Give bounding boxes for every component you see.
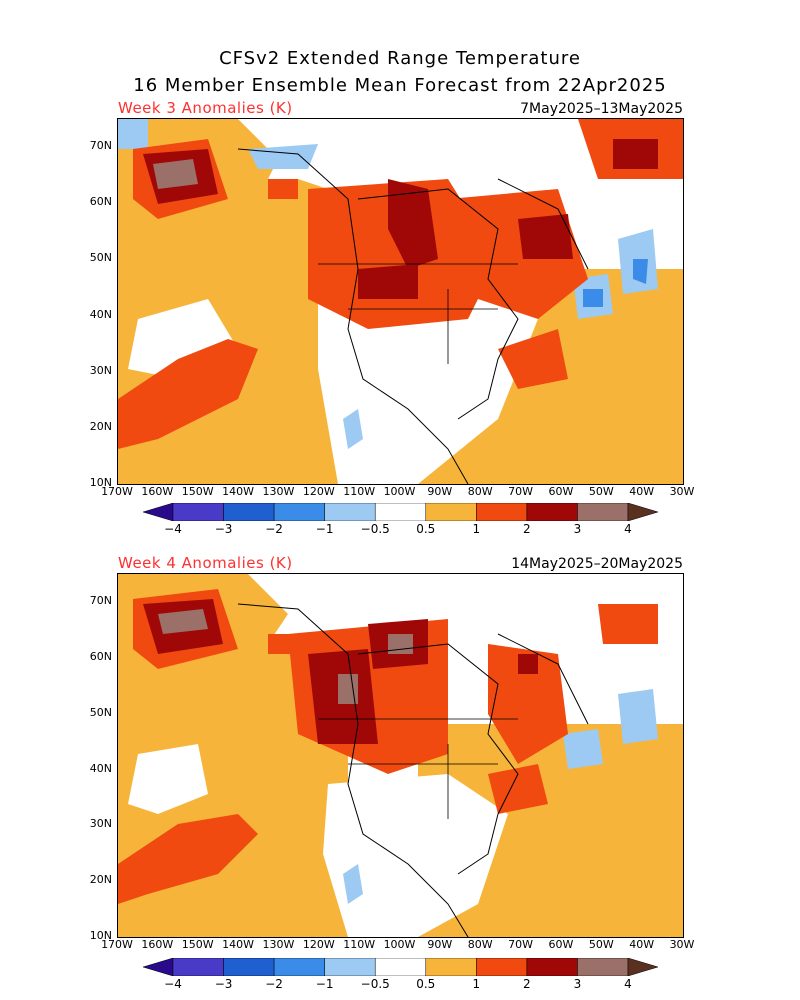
colorbar-segment	[476, 503, 528, 521]
lon-label: 80W	[467, 938, 493, 951]
colorbar-label: −1	[315, 977, 334, 991]
week3-dates: 7May2025–13May2025	[520, 101, 683, 117]
week4-map	[117, 573, 684, 938]
lon-label: 40W	[629, 485, 655, 498]
lat-label: 30N	[89, 817, 112, 831]
colorbar-segment	[425, 503, 477, 521]
lon-label: 160W	[141, 938, 174, 951]
week3-label: Week 3 Anomalies (K)	[118, 99, 293, 117]
colorbar-segment	[273, 958, 325, 976]
lon-label: 160W	[141, 485, 174, 498]
colorbar-label: −2	[265, 522, 283, 536]
colorbar-label: 3	[573, 977, 582, 991]
colorbar-segment	[223, 503, 275, 521]
colorbar-label: 2	[523, 522, 531, 536]
colorbar-segment	[577, 503, 629, 521]
colorbar-label: −3	[214, 977, 233, 991]
lon-label: 100W	[383, 485, 416, 498]
colorbar-label: 4	[624, 977, 632, 991]
lon-label: 110W	[343, 485, 376, 498]
colorbar-segment	[374, 958, 427, 976]
lon-label: 70W	[508, 938, 533, 951]
week4-dates: 14May2025–20May2025	[511, 556, 683, 572]
colorbar-segment	[172, 958, 224, 976]
colorbar-label: −0.5	[360, 522, 390, 536]
lat-label: 70N	[89, 139, 112, 152]
colorbar-label: 2	[523, 977, 531, 991]
lat-label: 40N	[89, 307, 112, 321]
colorbar-label: 3	[573, 522, 582, 536]
lon-label: 60W	[548, 485, 574, 498]
lon-label: 140W	[222, 938, 254, 951]
colorbar-label: 0.5	[416, 977, 436, 991]
week3-map	[117, 118, 684, 485]
lon-label: 170W	[101, 938, 133, 951]
lon-label: 120W	[302, 938, 335, 951]
lon-label: 130W	[262, 485, 295, 498]
colorbar-label: 1	[472, 522, 481, 536]
lon-label: 150W	[181, 485, 214, 498]
lon-label: 90W	[427, 485, 453, 498]
lon-label: 150W	[181, 938, 214, 951]
lon-label: 40W	[629, 938, 655, 951]
colorbar-label: −0.5	[360, 977, 390, 991]
lon-label: 60W	[548, 938, 574, 951]
colorbar-segment	[577, 958, 629, 976]
lat-label: 50N	[89, 705, 112, 719]
lon-label: 120W	[302, 485, 335, 498]
colorbar-segment	[172, 503, 224, 521]
colorbar-label: −2	[265, 977, 283, 991]
lon-label: 50W	[588, 485, 614, 498]
colorbar-segment	[476, 958, 528, 976]
colorbar-label: 1	[472, 977, 481, 991]
colorbar-segment	[425, 958, 477, 976]
lat-label: 10N	[89, 929, 112, 942]
lat-label: 10N	[89, 476, 112, 489]
lon-label: 90W	[427, 938, 453, 951]
week4-label: Week 4 Anomalies (K)	[118, 554, 293, 572]
lat-label: 60N	[89, 195, 112, 209]
colorbar-segment	[374, 503, 427, 521]
colorbar-segment	[526, 503, 578, 521]
colorbar-segment	[324, 503, 376, 521]
lat-label: 40N	[89, 761, 112, 775]
lon-label: 170W	[101, 485, 133, 498]
lon-label: 50W	[588, 938, 614, 951]
title-line-1: CFSv2 Extended Range Temperature	[219, 48, 581, 69]
lon-label: 140W	[222, 485, 254, 498]
lon-label: 110W	[343, 938, 376, 951]
lon-label: 100W	[383, 938, 416, 951]
colorbar-segment	[143, 958, 174, 976]
lat-label: 70N	[89, 594, 112, 607]
lat-label: 60N	[89, 649, 112, 663]
colorbar-segment	[627, 958, 658, 976]
colorbar-label: 4	[624, 522, 632, 536]
colorbar-week3	[143, 503, 658, 521]
colorbar-label: −3	[214, 522, 233, 536]
lon-label: 80W	[467, 485, 493, 498]
lat-label: 50N	[89, 251, 112, 265]
lon-label: 70W	[508, 485, 533, 498]
colorbar-label: −4	[164, 977, 182, 991]
lon-label: 30W	[669, 485, 695, 498]
colorbar-label: 0.5	[416, 522, 436, 536]
colorbar-segment	[143, 503, 174, 521]
lat-label: 30N	[89, 363, 112, 377]
colorbar-label: −4	[164, 522, 182, 536]
lon-label: 130W	[262, 938, 295, 951]
colorbar-segment	[526, 958, 578, 976]
colorbar-segment	[324, 958, 376, 976]
colorbar-label: −1	[315, 522, 334, 536]
lon-label: 30W	[669, 938, 695, 951]
colorbar-week4	[143, 958, 658, 976]
lat-label: 20N	[89, 419, 112, 433]
lat-label: 20N	[89, 873, 112, 887]
title-line-2: 16 Member Ensemble Mean Forecast from 22…	[133, 75, 667, 96]
colorbar-segment	[223, 958, 275, 976]
colorbar-segment	[273, 503, 325, 521]
colorbar-segment	[627, 503, 658, 521]
